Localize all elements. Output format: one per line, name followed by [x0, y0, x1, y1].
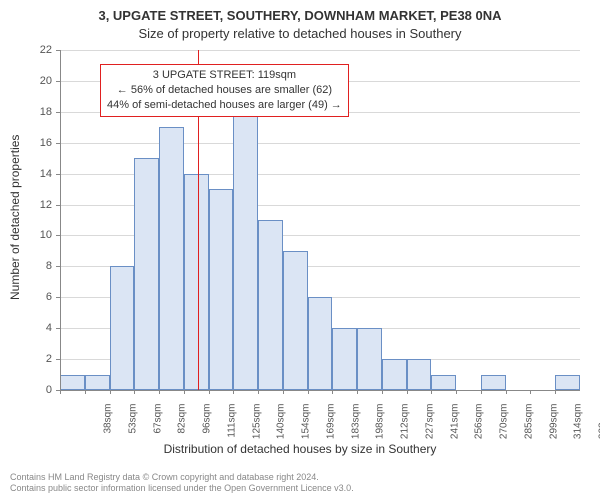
- footer: Contains HM Land Registry data © Crown c…: [10, 472, 354, 495]
- xtick-mark: [506, 390, 507, 394]
- ytick-label: 8: [22, 260, 52, 272]
- histogram-bar: [407, 359, 432, 390]
- ytick-label: 14: [22, 168, 52, 180]
- xtick-mark: [456, 390, 457, 394]
- info-line-3: 44% of semi-detached houses are larger (…: [107, 98, 342, 113]
- chart-area: 3 UPGATE STREET: 119sqm← 56% of detached…: [60, 50, 580, 390]
- xtick-mark: [258, 390, 259, 394]
- histogram-bar: [209, 189, 234, 390]
- ytick-label: 12: [22, 199, 52, 211]
- ytick-label: 0: [22, 384, 52, 396]
- ytick-label: 20: [22, 75, 52, 87]
- xtick-mark: [407, 390, 408, 394]
- ytick-label: 2: [22, 353, 52, 365]
- ytick-label: 6: [22, 291, 52, 303]
- xtick-mark: [382, 390, 383, 394]
- xtick-mark: [308, 390, 309, 394]
- x-axis-label: Distribution of detached houses by size …: [0, 442, 600, 456]
- xtick-mark: [184, 390, 185, 394]
- xtick-mark: [209, 390, 210, 394]
- ytick-label: 22: [22, 44, 52, 56]
- plot: 3 UPGATE STREET: 119sqm← 56% of detached…: [60, 50, 580, 390]
- histogram-bar: [233, 112, 258, 390]
- histogram-bar: [184, 174, 209, 390]
- histogram-bar: [159, 127, 184, 390]
- xtick-mark: [431, 390, 432, 394]
- histogram-bar: [308, 297, 333, 390]
- xtick-mark: [60, 390, 61, 394]
- ytick-label: 18: [22, 106, 52, 118]
- xtick-mark: [233, 390, 234, 394]
- xtick-mark: [481, 390, 482, 394]
- xtick-mark: [110, 390, 111, 394]
- ytick-label: 16: [22, 137, 52, 149]
- gridline: [60, 143, 580, 144]
- histogram-bar: [555, 375, 580, 390]
- xtick-mark: [555, 390, 556, 394]
- ytick-label: 10: [22, 229, 52, 241]
- chart-title-2: Size of property relative to detached ho…: [0, 26, 600, 41]
- xtick-mark: [134, 390, 135, 394]
- xtick-mark: [357, 390, 358, 394]
- xtick-mark: [85, 390, 86, 394]
- histogram-bar: [382, 359, 407, 390]
- info-box: 3 UPGATE STREET: 119sqm← 56% of detached…: [100, 64, 349, 117]
- y-axis-line: [60, 50, 61, 390]
- xtick-mark: [530, 390, 531, 394]
- xtick-mark: [283, 390, 284, 394]
- histogram-bar: [481, 375, 506, 390]
- info-line-1: 3 UPGATE STREET: 119sqm: [107, 68, 342, 83]
- footer-line-2: Contains public sector information licen…: [10, 483, 354, 494]
- x-axis-line: [60, 390, 580, 391]
- histogram-bar: [258, 220, 283, 390]
- xtick-mark: [159, 390, 160, 394]
- histogram-bar: [134, 158, 159, 390]
- y-axis-label: Number of detached properties: [8, 135, 22, 300]
- histogram-bar: [85, 375, 110, 390]
- histogram-bar: [357, 328, 382, 390]
- xtick-mark: [332, 390, 333, 394]
- histogram-bar: [283, 251, 308, 390]
- ytick-label: 4: [22, 322, 52, 334]
- histogram-bar: [60, 375, 85, 390]
- gridline: [60, 50, 580, 51]
- chart-title-1: 3, UPGATE STREET, SOUTHERY, DOWNHAM MARK…: [0, 8, 600, 23]
- info-line-2: ← 56% of detached houses are smaller (62…: [107, 83, 342, 98]
- histogram-bar: [332, 328, 357, 390]
- histogram-bar: [110, 266, 135, 390]
- histogram-bar: [431, 375, 456, 390]
- footer-line-1: Contains HM Land Registry data © Crown c…: [10, 472, 354, 483]
